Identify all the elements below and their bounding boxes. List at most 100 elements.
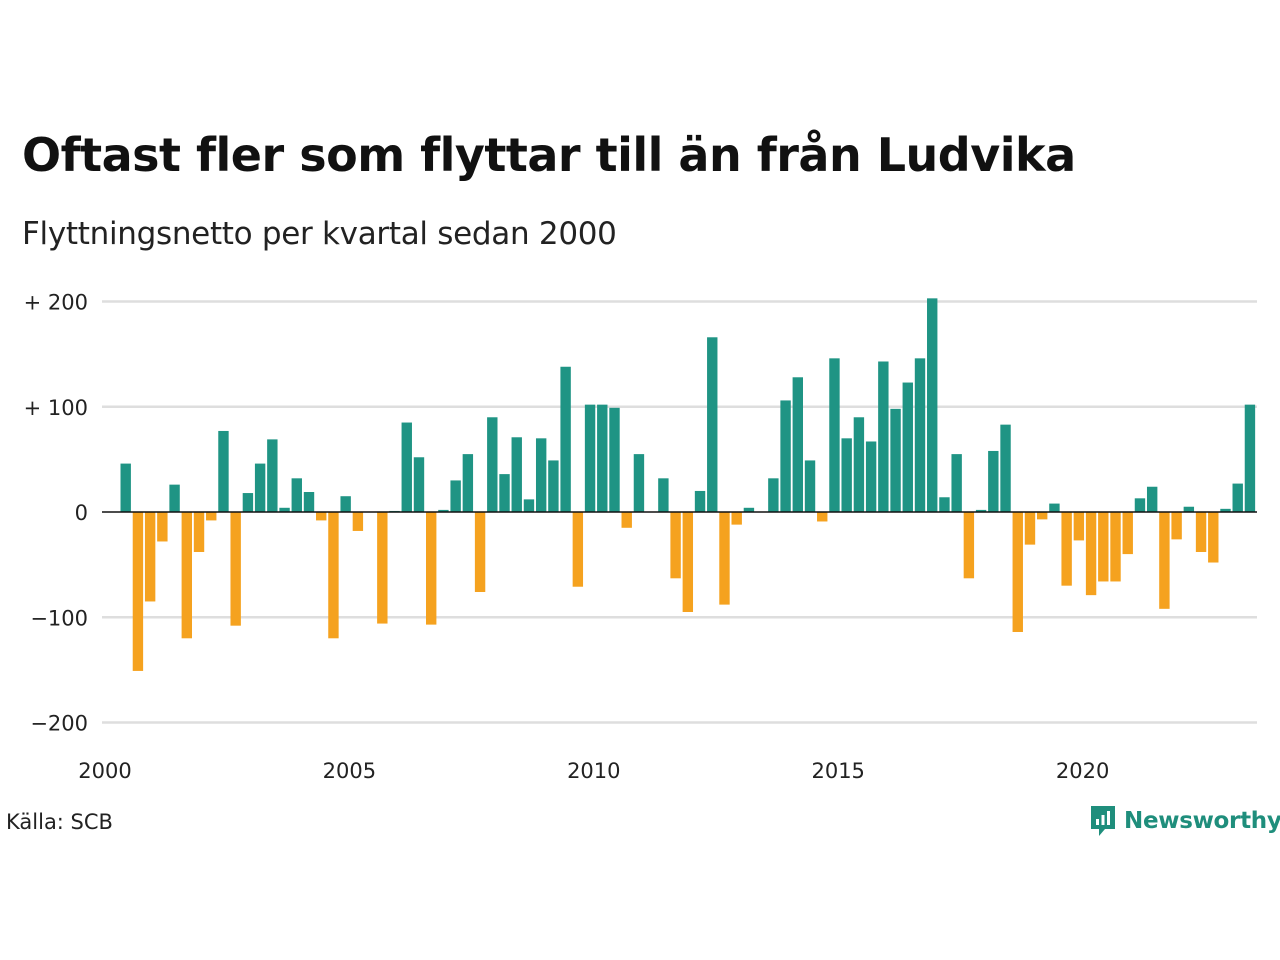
bar (181, 512, 192, 639)
bar (975, 509, 987, 512)
bar (1024, 512, 1036, 545)
bar (462, 454, 474, 512)
bar (132, 512, 144, 671)
bar (621, 512, 632, 528)
bar (291, 478, 302, 512)
bar (743, 507, 755, 512)
bar (731, 512, 742, 525)
bar (487, 417, 498, 512)
bar (438, 509, 449, 512)
bar (1183, 506, 1195, 512)
bar (1232, 483, 1243, 512)
bar (584, 404, 596, 512)
bar (1208, 512, 1219, 563)
y-tick-label: + 200 (24, 291, 88, 315)
bar (1000, 424, 1011, 512)
bar (1159, 512, 1170, 609)
bar (218, 430, 229, 512)
bar (450, 480, 461, 512)
bar (1037, 512, 1048, 520)
bar (1244, 404, 1256, 512)
x-tick-label: 2020 (1056, 759, 1109, 783)
bar (230, 512, 241, 626)
bar (670, 512, 681, 579)
bar (120, 463, 131, 512)
brand-name: Newsworthy (1124, 808, 1280, 834)
bar (1110, 512, 1121, 582)
bar (963, 512, 975, 579)
bar (1146, 486, 1158, 512)
bar (878, 361, 889, 512)
bar (914, 358, 926, 512)
x-tick-label: 2000 (78, 759, 131, 783)
x-tick-label: 2015 (811, 759, 864, 783)
bar (1134, 498, 1146, 512)
bar (267, 439, 278, 512)
bar (633, 454, 645, 512)
bar (206, 512, 217, 521)
x-tick-label: 2005 (323, 759, 376, 783)
bar (193, 512, 205, 552)
bar (254, 463, 266, 512)
y-tick-label: −200 (30, 712, 88, 736)
bar (865, 441, 877, 512)
y-tick-label: 0 (75, 501, 88, 525)
bar (548, 460, 559, 512)
newsworthy-logo-icon (1091, 806, 1115, 836)
bar (902, 382, 913, 512)
bar (413, 457, 425, 512)
bar (1098, 512, 1109, 582)
bar (890, 408, 901, 512)
x-tick-label: 2010 (567, 759, 620, 783)
bar (988, 450, 999, 512)
bar (242, 493, 254, 512)
bar (682, 512, 694, 612)
bar (658, 478, 669, 512)
bar (499, 474, 510, 512)
y-tick-label: −100 (30, 606, 88, 630)
chart-subtitle: Flyttningsnetto per kvartal sedan 2000 (22, 216, 617, 252)
bar (157, 512, 168, 542)
bar (303, 492, 315, 512)
bar (1220, 508, 1231, 512)
bar (144, 512, 156, 602)
bar (768, 478, 779, 512)
source-note: Källa: SCB (6, 810, 113, 834)
brand-logo: Newsworthy (1088, 804, 1280, 838)
bar (1073, 512, 1085, 541)
bar (939, 497, 950, 512)
bar (829, 358, 840, 512)
bar (426, 512, 437, 625)
bar (841, 438, 852, 512)
bar (707, 337, 718, 512)
bar (853, 417, 865, 512)
bar (1049, 503, 1060, 512)
bar (535, 438, 547, 512)
bar (609, 407, 620, 512)
bar (1061, 512, 1072, 586)
bar (817, 512, 828, 522)
bar (279, 507, 290, 512)
bar (474, 512, 486, 592)
bar (340, 496, 351, 512)
bar (1122, 512, 1133, 555)
chart-title: Oftast fler som flyttar till än från Lud… (22, 128, 1076, 182)
bar (511, 437, 522, 512)
bar (694, 490, 706, 512)
bar (328, 512, 339, 639)
bar (377, 512, 388, 624)
bar (597, 404, 608, 512)
bar (804, 460, 816, 512)
bar (1171, 512, 1182, 540)
bar (352, 512, 364, 531)
bar (780, 400, 791, 512)
bar (719, 512, 730, 605)
bar (523, 499, 535, 512)
bar (1195, 512, 1207, 552)
bar (1012, 512, 1023, 632)
bar (927, 298, 938, 512)
bar (560, 366, 571, 512)
y-tick-label: + 100 (24, 396, 88, 420)
bar (169, 484, 180, 512)
bar (792, 377, 803, 512)
